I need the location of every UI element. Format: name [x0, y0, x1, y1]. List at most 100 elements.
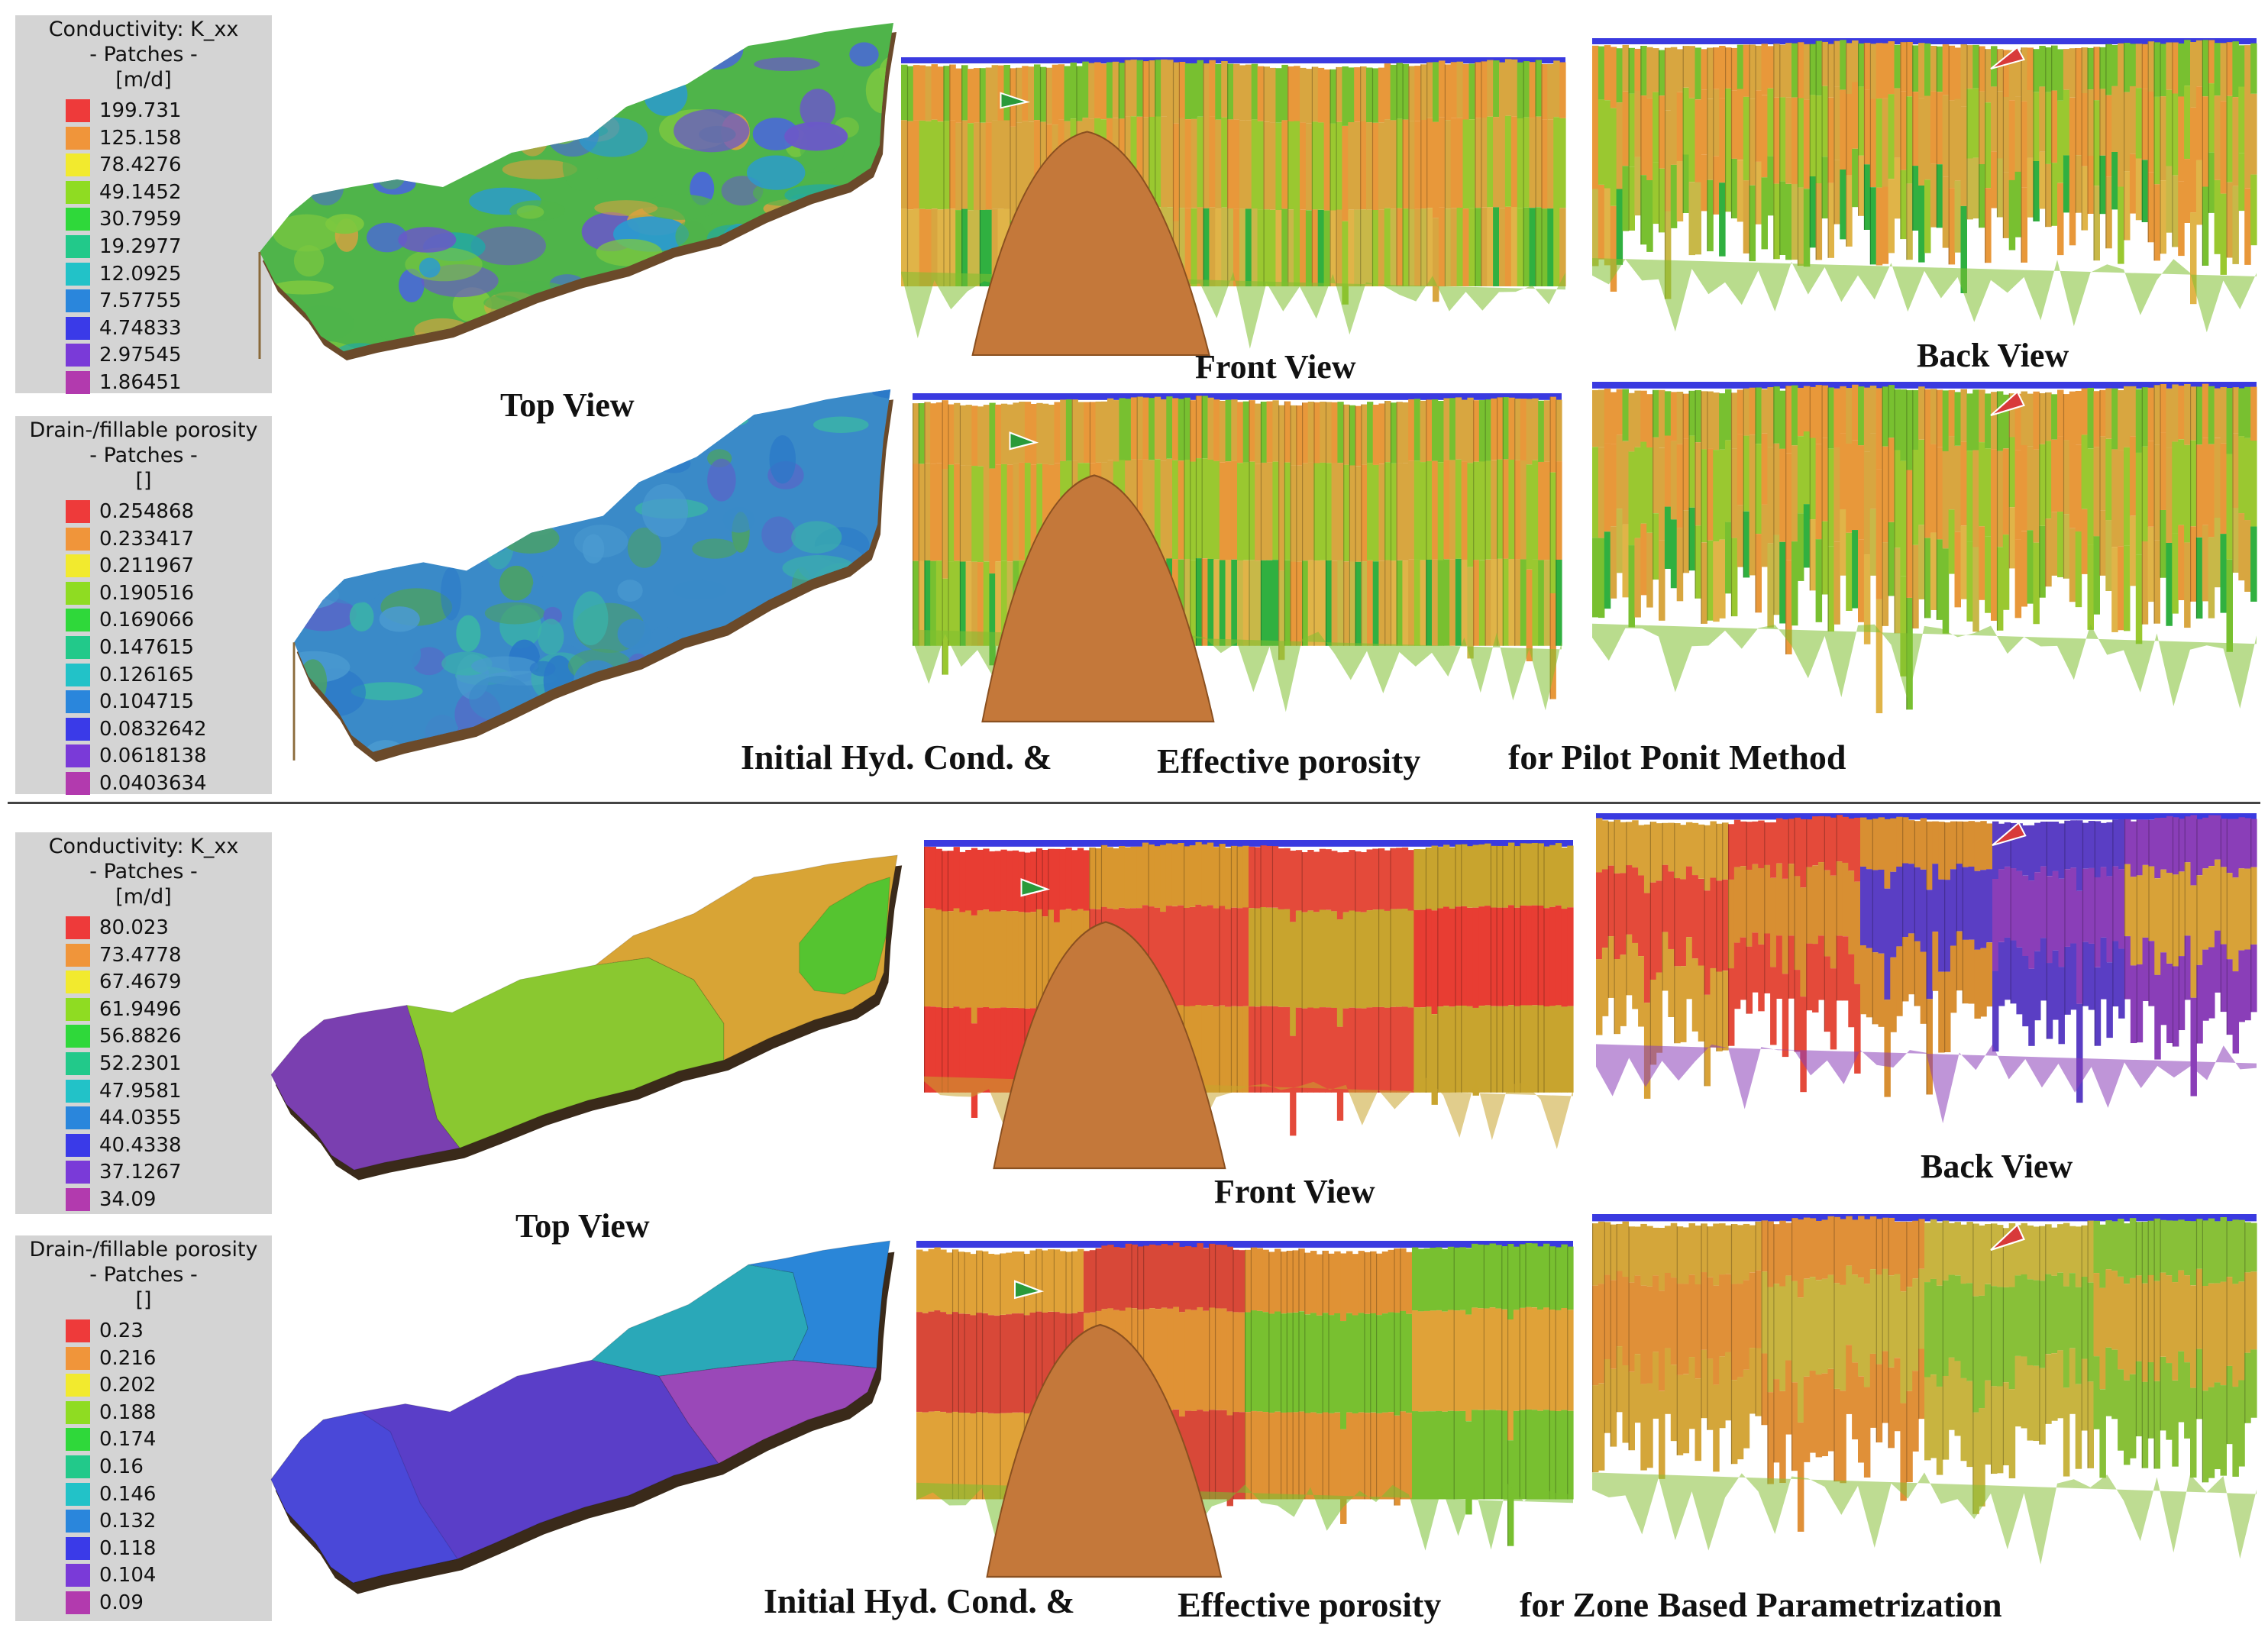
- column-segment: [1501, 1245, 1508, 1310]
- column-segment: [1266, 1006, 1273, 1093]
- column-segment: [2014, 539, 2022, 619]
- column-segment: [2178, 871, 2186, 957]
- column-segment: [1284, 462, 1291, 560]
- column-segment: [1408, 66, 1415, 121]
- column-segment: [1869, 386, 1877, 434]
- column-segment: [1307, 462, 1315, 560]
- property-blob: [766, 640, 787, 673]
- column-segment: [1740, 866, 1747, 938]
- column-segment: [918, 463, 926, 561]
- column-segment: [1336, 121, 1342, 210]
- column-segment: [1466, 846, 1474, 908]
- column-segment: [1882, 446, 1889, 543]
- property-blob: [546, 117, 580, 144]
- property-blob: [633, 715, 683, 752]
- column-segment: [1537, 1310, 1544, 1411]
- column-segment: [2076, 1003, 2083, 1103]
- column-edge: [1227, 63, 1229, 286]
- column-segment: [1323, 124, 1331, 211]
- column-segment: [1478, 1006, 1485, 1093]
- column-segment: [1800, 887, 1807, 997]
- column-segment: [1936, 1386, 1943, 1475]
- column-edge: [2141, 1221, 2143, 1468]
- column-segment: [1178, 62, 1186, 118]
- column-segment: [1926, 999, 1933, 1095]
- column-segment: [1956, 864, 1963, 932]
- column-segment: [948, 464, 955, 562]
- column-segment: [1616, 434, 1623, 509]
- column-segment: [1501, 1309, 1508, 1411]
- column-edge: [1773, 1224, 1775, 1463]
- column-segment: [2190, 107, 2197, 213]
- column-segment: [1698, 824, 1705, 879]
- property-blob: [483, 517, 515, 570]
- column-segment: [1413, 460, 1421, 560]
- column-segment: [1467, 567, 1474, 659]
- column-segment: [1478, 844, 1485, 907]
- column-segment: [2118, 43, 2124, 99]
- column-segment: [2202, 817, 2209, 869]
- property-blob: [707, 458, 736, 502]
- column-segment: [1918, 98, 1925, 186]
- column-segment: [1449, 847, 1456, 909]
- column-segment: [1191, 63, 1198, 119]
- column-segment: [1846, 1216, 1853, 1266]
- column-segment: [2002, 1287, 2010, 1383]
- column-segment: [1190, 461, 1197, 560]
- column-segment: [1402, 208, 1409, 286]
- column-segment: [1278, 848, 1284, 909]
- column-segment: [1179, 1246, 1186, 1313]
- column-segment: [1707, 1358, 1714, 1430]
- column-segment: [1325, 1007, 1332, 1093]
- column-segment: [1767, 543, 1774, 628]
- property-blob: [761, 516, 796, 554]
- column-segment: [1725, 1274, 1732, 1352]
- column-segment: [991, 120, 999, 209]
- column-segment: [1477, 1244, 1485, 1309]
- column-segment: [1378, 560, 1385, 646]
- legend-value: 7.57755: [99, 289, 182, 313]
- property-blob: [695, 402, 760, 432]
- legend-item: 0.0403634: [15, 770, 272, 797]
- column-segment: [1531, 1243, 1538, 1308]
- column-segment: [1420, 400, 1426, 463]
- column-segment: [2141, 89, 2149, 160]
- column-segment: [1197, 116, 1203, 208]
- column-segment: [2153, 96, 2160, 185]
- column-segment: [1809, 1277, 1817, 1371]
- column-segment: [1541, 119, 1548, 209]
- column-segment: [1100, 845, 1108, 907]
- column-segment: [1926, 890, 1933, 1000]
- column-segment: [1553, 207, 1560, 286]
- column-edge: [2124, 819, 2126, 1000]
- column-segment: [918, 403, 926, 464]
- column-segment: [2244, 1222, 2251, 1273]
- column-segment: [2250, 43, 2257, 94]
- column-segment: [1402, 560, 1409, 646]
- column-segment: [1525, 1306, 1532, 1410]
- column-segment: [1900, 576, 1907, 677]
- column-edge: [1785, 386, 1787, 655]
- column-edge: [951, 1249, 954, 1500]
- column-segment: [2184, 383, 2191, 445]
- well-marker: [1014, 1280, 1045, 1300]
- column-segment: [901, 208, 908, 286]
- column-segment: [1154, 907, 1161, 1006]
- column-edge: [2195, 386, 2198, 619]
- column-segment: [2178, 956, 2186, 1031]
- column-segment: [1493, 207, 1500, 286]
- column-segment: [1420, 208, 1427, 286]
- property-blob: [421, 104, 464, 144]
- column-segment: [935, 848, 942, 910]
- column-edge: [979, 68, 981, 286]
- property-blob: [871, 389, 891, 399]
- property-blob: [260, 166, 296, 180]
- column-segment: [1390, 909, 1397, 1007]
- column-segment: [1656, 880, 1663, 973]
- column-segment: [2147, 526, 2155, 602]
- column-segment: [2238, 1281, 2245, 1381]
- legend-value: 78.4276: [99, 153, 182, 177]
- column-segment: [1462, 119, 1469, 208]
- column-segment: [1866, 948, 1873, 1018]
- column-segment: [2208, 947, 2215, 1019]
